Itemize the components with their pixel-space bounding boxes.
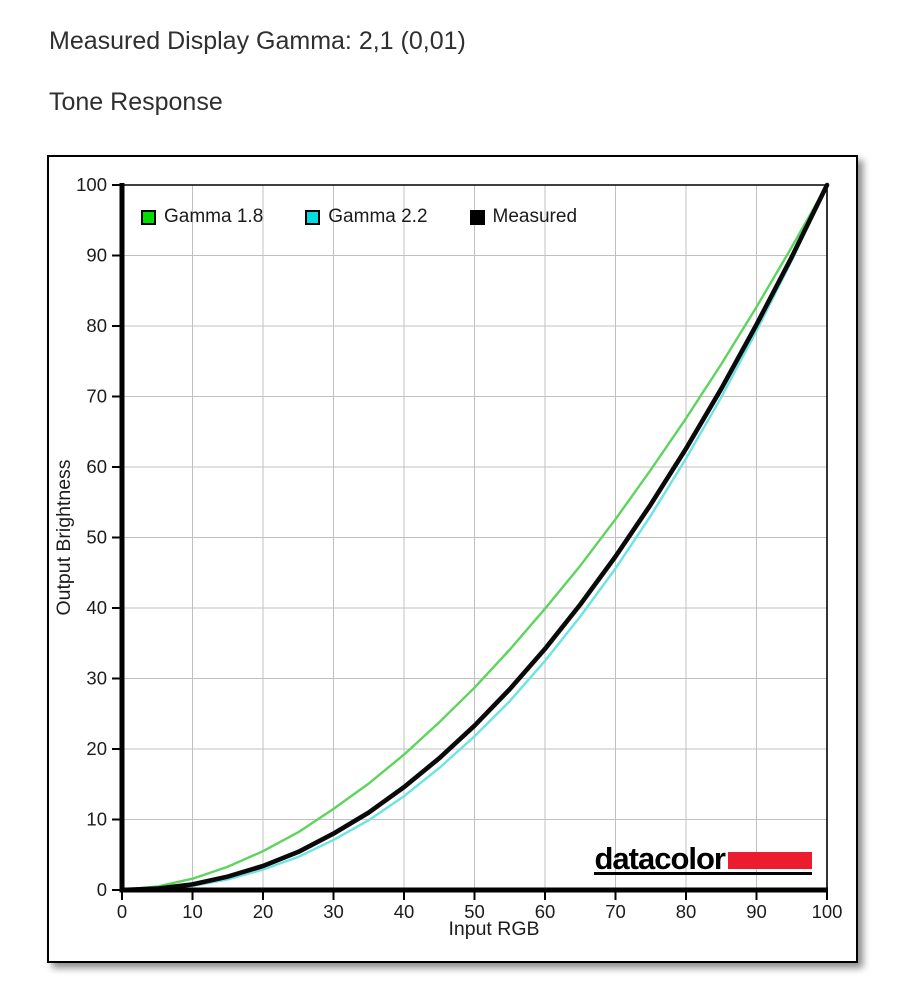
x-tick-label: 70 xyxy=(605,901,626,922)
y-tick-label: 10 xyxy=(86,809,107,830)
datacolor-logo-text: datacolor xyxy=(594,841,726,876)
x-tick-label: 30 xyxy=(323,901,344,922)
x-tick-label: 20 xyxy=(253,901,274,922)
legend-item-gamma-1-8: Gamma 1.8 xyxy=(141,206,263,228)
x-tick-label: 80 xyxy=(676,901,697,922)
legend-swatch-gamma-1-8 xyxy=(141,209,156,225)
tone-response-figure: Input RGB Output Brightness 0 10 20 30 40 50 6… xyxy=(47,155,858,963)
plot-area: Input RGB Output Brightness 0 10 20 30 40 50 6… xyxy=(53,174,842,940)
legend-label-measured: Measured xyxy=(492,206,578,227)
y-tick-label: 20 xyxy=(86,738,107,759)
y-tick-label: 70 xyxy=(86,386,107,407)
legend-label-gamma-1-8: Gamma 1.8 xyxy=(164,206,264,227)
y-tick-label: 90 xyxy=(86,245,107,266)
y-tick-label: 30 xyxy=(86,668,107,689)
y-tick-label: 80 xyxy=(86,315,107,336)
legend-item-measured: Measured xyxy=(469,206,578,228)
y-tick-label: 50 xyxy=(86,527,107,548)
x-tick-label: 90 xyxy=(746,901,767,922)
datacolor-logo: datacolor xyxy=(594,841,812,876)
measured-gamma-heading: Measured Display Gamma: 2,1 (0,01) xyxy=(49,27,466,55)
y-tick-label: 0 xyxy=(97,879,107,900)
x-tick-label: 0 xyxy=(117,901,127,922)
y-tick-label: 40 xyxy=(86,597,107,618)
curve-gamma-1-8 xyxy=(120,183,829,892)
x-tick-label: 100 xyxy=(812,901,843,922)
y-axis-title: Output Brightness xyxy=(53,459,75,615)
legend-swatch-gamma-2-2 xyxy=(305,209,321,225)
chart-legend: Gamma 1.8 Gamma 2.2 Measured xyxy=(141,206,577,228)
legend-item-gamma-2-2: Gamma 2.2 xyxy=(305,206,428,228)
x-axis-title: Input RGB xyxy=(448,918,539,940)
curve-gamma-2-2 xyxy=(120,183,829,892)
x-tick-label: 40 xyxy=(394,901,415,922)
legend-swatch-measured xyxy=(469,209,485,225)
x-tick-label: 50 xyxy=(464,901,485,922)
legend-label-gamma-2-2: Gamma 2.2 xyxy=(328,206,428,227)
tone-response-heading: Tone Response xyxy=(49,88,223,116)
chart-svg: Input RGB Output Brightness 0 10 20 30 40 50 6… xyxy=(53,174,842,940)
curve-measured xyxy=(119,182,830,893)
y-tick-label: 100 xyxy=(76,174,107,195)
x-tick-label: 10 xyxy=(182,901,203,922)
x-tick-label: 60 xyxy=(535,901,556,922)
datacolor-logo-red-block xyxy=(728,852,812,869)
y-tick-label: 60 xyxy=(86,456,107,477)
